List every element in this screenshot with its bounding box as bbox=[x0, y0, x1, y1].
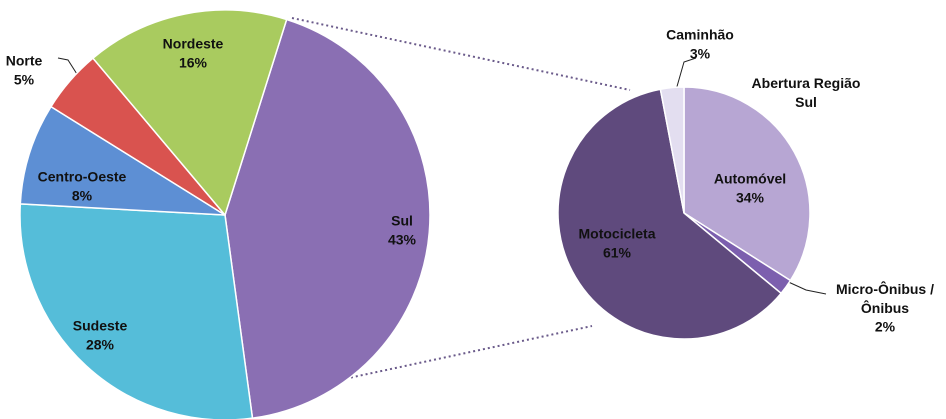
pie-slice bbox=[19, 203, 254, 419]
slice-label: Nordeste bbox=[163, 36, 224, 52]
pie-title: Abertura Região Sul bbox=[752, 75, 861, 110]
slice-value-label: 16% bbox=[179, 55, 208, 71]
pie-slice bbox=[224, 18, 431, 419]
slice-label: Sul bbox=[391, 213, 413, 229]
pie-slice bbox=[659, 86, 685, 214]
pie-slice bbox=[91, 9, 288, 217]
slice-label: Norte bbox=[6, 53, 43, 69]
pie-slice bbox=[19, 105, 226, 216]
slice-label: Micro-Ônibus / Ônibus bbox=[836, 280, 934, 316]
slice-value-label: 3% bbox=[690, 46, 711, 62]
leader-line bbox=[675, 57, 697, 91]
slice-label: Centro-Oeste bbox=[38, 169, 127, 185]
pie-slice bbox=[557, 88, 783, 340]
slice-value-label: 61% bbox=[603, 245, 632, 261]
slice-label: Motocicleta bbox=[578, 226, 655, 242]
slice-value-label: 43% bbox=[388, 232, 417, 248]
slice-label: Automóvel bbox=[714, 171, 786, 187]
slice-label: Caminhão bbox=[666, 27, 734, 43]
slice-label: Sudeste bbox=[73, 318, 128, 334]
slice-value-label: 34% bbox=[736, 190, 765, 206]
slice-value-label: 8% bbox=[72, 188, 93, 204]
leader-line bbox=[783, 279, 827, 295]
slice-value-label: 28% bbox=[86, 337, 115, 353]
slice-value-label: 2% bbox=[875, 319, 896, 335]
slice-value-label: 5% bbox=[14, 72, 35, 88]
